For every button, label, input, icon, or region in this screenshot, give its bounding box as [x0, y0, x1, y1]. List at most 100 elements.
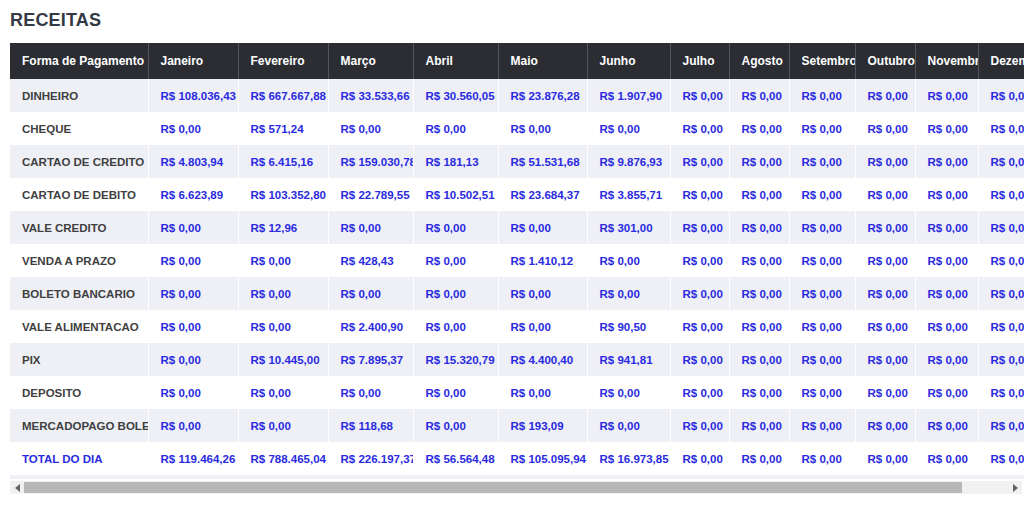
cell-value: R$ 0,00	[238, 409, 328, 442]
cell-value: R$ 0,00	[915, 79, 978, 112]
cell-value: R$ 4.803,94	[148, 145, 238, 178]
cell-value: R$ 0,00	[855, 376, 915, 409]
row-label: CARTAO DE DEBITO	[10, 178, 148, 211]
cell-value: R$ 0,00	[148, 211, 238, 244]
cell-value: R$ 0,00	[238, 244, 328, 277]
cell-value: R$ 0,00	[978, 409, 1024, 442]
cell-value: R$ 0,00	[789, 310, 855, 343]
cell-value: R$ 0,00	[915, 277, 978, 310]
cell-value: R$ 0,00	[789, 79, 855, 112]
cell-value: R$ 0,00	[670, 112, 729, 145]
cell-value: R$ 0,00	[978, 277, 1024, 310]
cell-value: R$ 0,00	[413, 244, 498, 277]
scrollbar-right-arrow-icon[interactable]	[1008, 481, 1022, 494]
cell-value: R$ 0,00	[328, 277, 413, 310]
cell-value: R$ 4.400,40	[498, 343, 587, 376]
table-row: CARTAO DE CREDITOR$ 4.803,94R$ 6.415,16R…	[10, 145, 1024, 178]
cell-value: R$ 0,00	[915, 178, 978, 211]
cell-value: R$ 23.876,28	[498, 79, 587, 112]
cell-value: R$ 0,00	[498, 112, 587, 145]
horizontal-scrollbar[interactable]	[10, 481, 1022, 494]
cell-value: R$ 9.876,93	[587, 145, 670, 178]
cell-value: R$ 0,00	[670, 409, 729, 442]
cell-value: R$ 0,00	[789, 244, 855, 277]
cell-value: R$ 56.564,48	[413, 442, 498, 475]
row-label: DINHEIRO	[10, 79, 148, 112]
cell-value: R$ 0,00	[238, 310, 328, 343]
cell-value: R$ 0,00	[915, 343, 978, 376]
scrollbar-thumb[interactable]	[24, 482, 962, 493]
cell-value: R$ 51.531,68	[498, 145, 587, 178]
cell-value: R$ 0,00	[915, 145, 978, 178]
cell-value: R$ 0,00	[729, 277, 789, 310]
cell-value: R$ 12,96	[238, 211, 328, 244]
cell-value: R$ 0,00	[729, 79, 789, 112]
cell-value: R$ 0,00	[413, 310, 498, 343]
cell-value: R$ 0,00	[670, 178, 729, 211]
scrollbar-left-arrow-icon[interactable]	[10, 481, 24, 494]
cell-value: R$ 159.030,78	[328, 145, 413, 178]
cell-value: R$ 0,00	[855, 244, 915, 277]
cell-value: R$ 0,00	[587, 112, 670, 145]
total-row: TOTAL DO DIAR$ 119.464,26R$ 788.465,04R$…	[10, 442, 1024, 475]
table-row: CHEQUER$ 0,00R$ 571,24R$ 0,00R$ 0,00R$ 0…	[10, 112, 1024, 145]
cell-value: R$ 941,81	[587, 343, 670, 376]
cell-value: R$ 0,00	[148, 310, 238, 343]
cell-value: R$ 0,00	[978, 79, 1024, 112]
cell-value: R$ 0,00	[328, 376, 413, 409]
cell-value: R$ 0,00	[789, 376, 855, 409]
cell-value: R$ 0,00	[587, 244, 670, 277]
column-header: Maio	[498, 43, 587, 79]
cell-value: R$ 226.197,37	[328, 442, 413, 475]
cell-value: R$ 0,00	[238, 376, 328, 409]
table-header-row: Forma de PagamentoJaneiroFevereiroMarçoA…	[10, 43, 1024, 79]
cell-value: R$ 1.907,90	[587, 79, 670, 112]
column-header: Novembro	[915, 43, 978, 79]
cell-value: R$ 0,00	[670, 277, 729, 310]
cell-value: R$ 0,00	[498, 376, 587, 409]
cell-value: R$ 90,50	[587, 310, 670, 343]
cell-value: R$ 0,00	[729, 409, 789, 442]
cell-value: R$ 0,00	[789, 277, 855, 310]
scrollbar-track[interactable]	[24, 481, 1008, 494]
cell-value: R$ 6.623,89	[148, 178, 238, 211]
table-row: VENDA A PRAZOR$ 0,00R$ 0,00R$ 428,43R$ 0…	[10, 244, 1024, 277]
cell-value: R$ 7.895,37	[328, 343, 413, 376]
cell-value: R$ 2.400,90	[328, 310, 413, 343]
cell-value: R$ 0,00	[413, 376, 498, 409]
cell-value: R$ 16.973,85	[587, 442, 670, 475]
cell-value: R$ 0,00	[915, 112, 978, 145]
cell-value: R$ 0,00	[413, 211, 498, 244]
cell-value: R$ 0,00	[729, 211, 789, 244]
cell-value: R$ 0,00	[413, 409, 498, 442]
table-row: CARTAO DE DEBITOR$ 6.623,89R$ 103.352,80…	[10, 178, 1024, 211]
row-label: CARTAO DE CREDITO	[10, 145, 148, 178]
cell-value: R$ 0,00	[670, 442, 729, 475]
table-row: DINHEIROR$ 108.036,43R$ 667.667,88R$ 33.…	[10, 79, 1024, 112]
cell-value: R$ 0,00	[328, 112, 413, 145]
cell-value: R$ 0,00	[789, 178, 855, 211]
cell-value: R$ 0,00	[978, 112, 1024, 145]
cell-value: R$ 10.502,51	[413, 178, 498, 211]
cell-value: R$ 0,00	[855, 145, 915, 178]
cell-value: R$ 105.095,94	[498, 442, 587, 475]
row-label: PIX	[10, 343, 148, 376]
cell-value: R$ 0,00	[670, 343, 729, 376]
cell-value: R$ 23.684,37	[498, 178, 587, 211]
cell-value: R$ 0,00	[498, 310, 587, 343]
cell-value: R$ 0,00	[729, 178, 789, 211]
cell-value: R$ 0,00	[855, 112, 915, 145]
payments-table-viewport: Forma de PagamentoJaneiroFevereiroMarçoA…	[10, 43, 1024, 475]
row-label: TOTAL DO DIA	[10, 442, 148, 475]
cell-value: R$ 0,00	[729, 343, 789, 376]
cell-value: R$ 22.789,55	[328, 178, 413, 211]
right-triangle-icon	[1013, 484, 1018, 492]
cell-value: R$ 0,00	[915, 211, 978, 244]
cell-value: R$ 571,24	[238, 112, 328, 145]
cell-value: R$ 0,00	[238, 277, 328, 310]
cell-value: R$ 0,00	[729, 112, 789, 145]
cell-value: R$ 0,00	[670, 376, 729, 409]
cell-value: R$ 30.560,05	[413, 79, 498, 112]
cell-value: R$ 33.533,66	[328, 79, 413, 112]
cell-value: R$ 0,00	[587, 277, 670, 310]
